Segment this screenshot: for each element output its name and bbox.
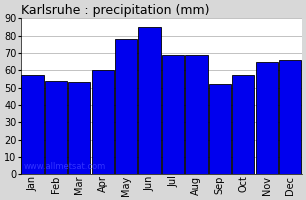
Bar	[45, 81, 67, 174]
Bar	[279, 60, 301, 174]
Bar	[209, 84, 231, 174]
Text: Karlsruhe : precipitation (mm): Karlsruhe : precipitation (mm)	[21, 4, 209, 17]
Bar	[138, 27, 161, 174]
Bar	[185, 55, 207, 174]
Bar	[91, 70, 114, 174]
Bar	[21, 75, 43, 174]
Bar	[232, 75, 254, 174]
Bar	[256, 62, 278, 174]
Bar	[115, 39, 137, 174]
Text: www.allmetsat.com: www.allmetsat.com	[24, 162, 106, 171]
Bar	[68, 82, 90, 174]
Bar	[162, 55, 184, 174]
